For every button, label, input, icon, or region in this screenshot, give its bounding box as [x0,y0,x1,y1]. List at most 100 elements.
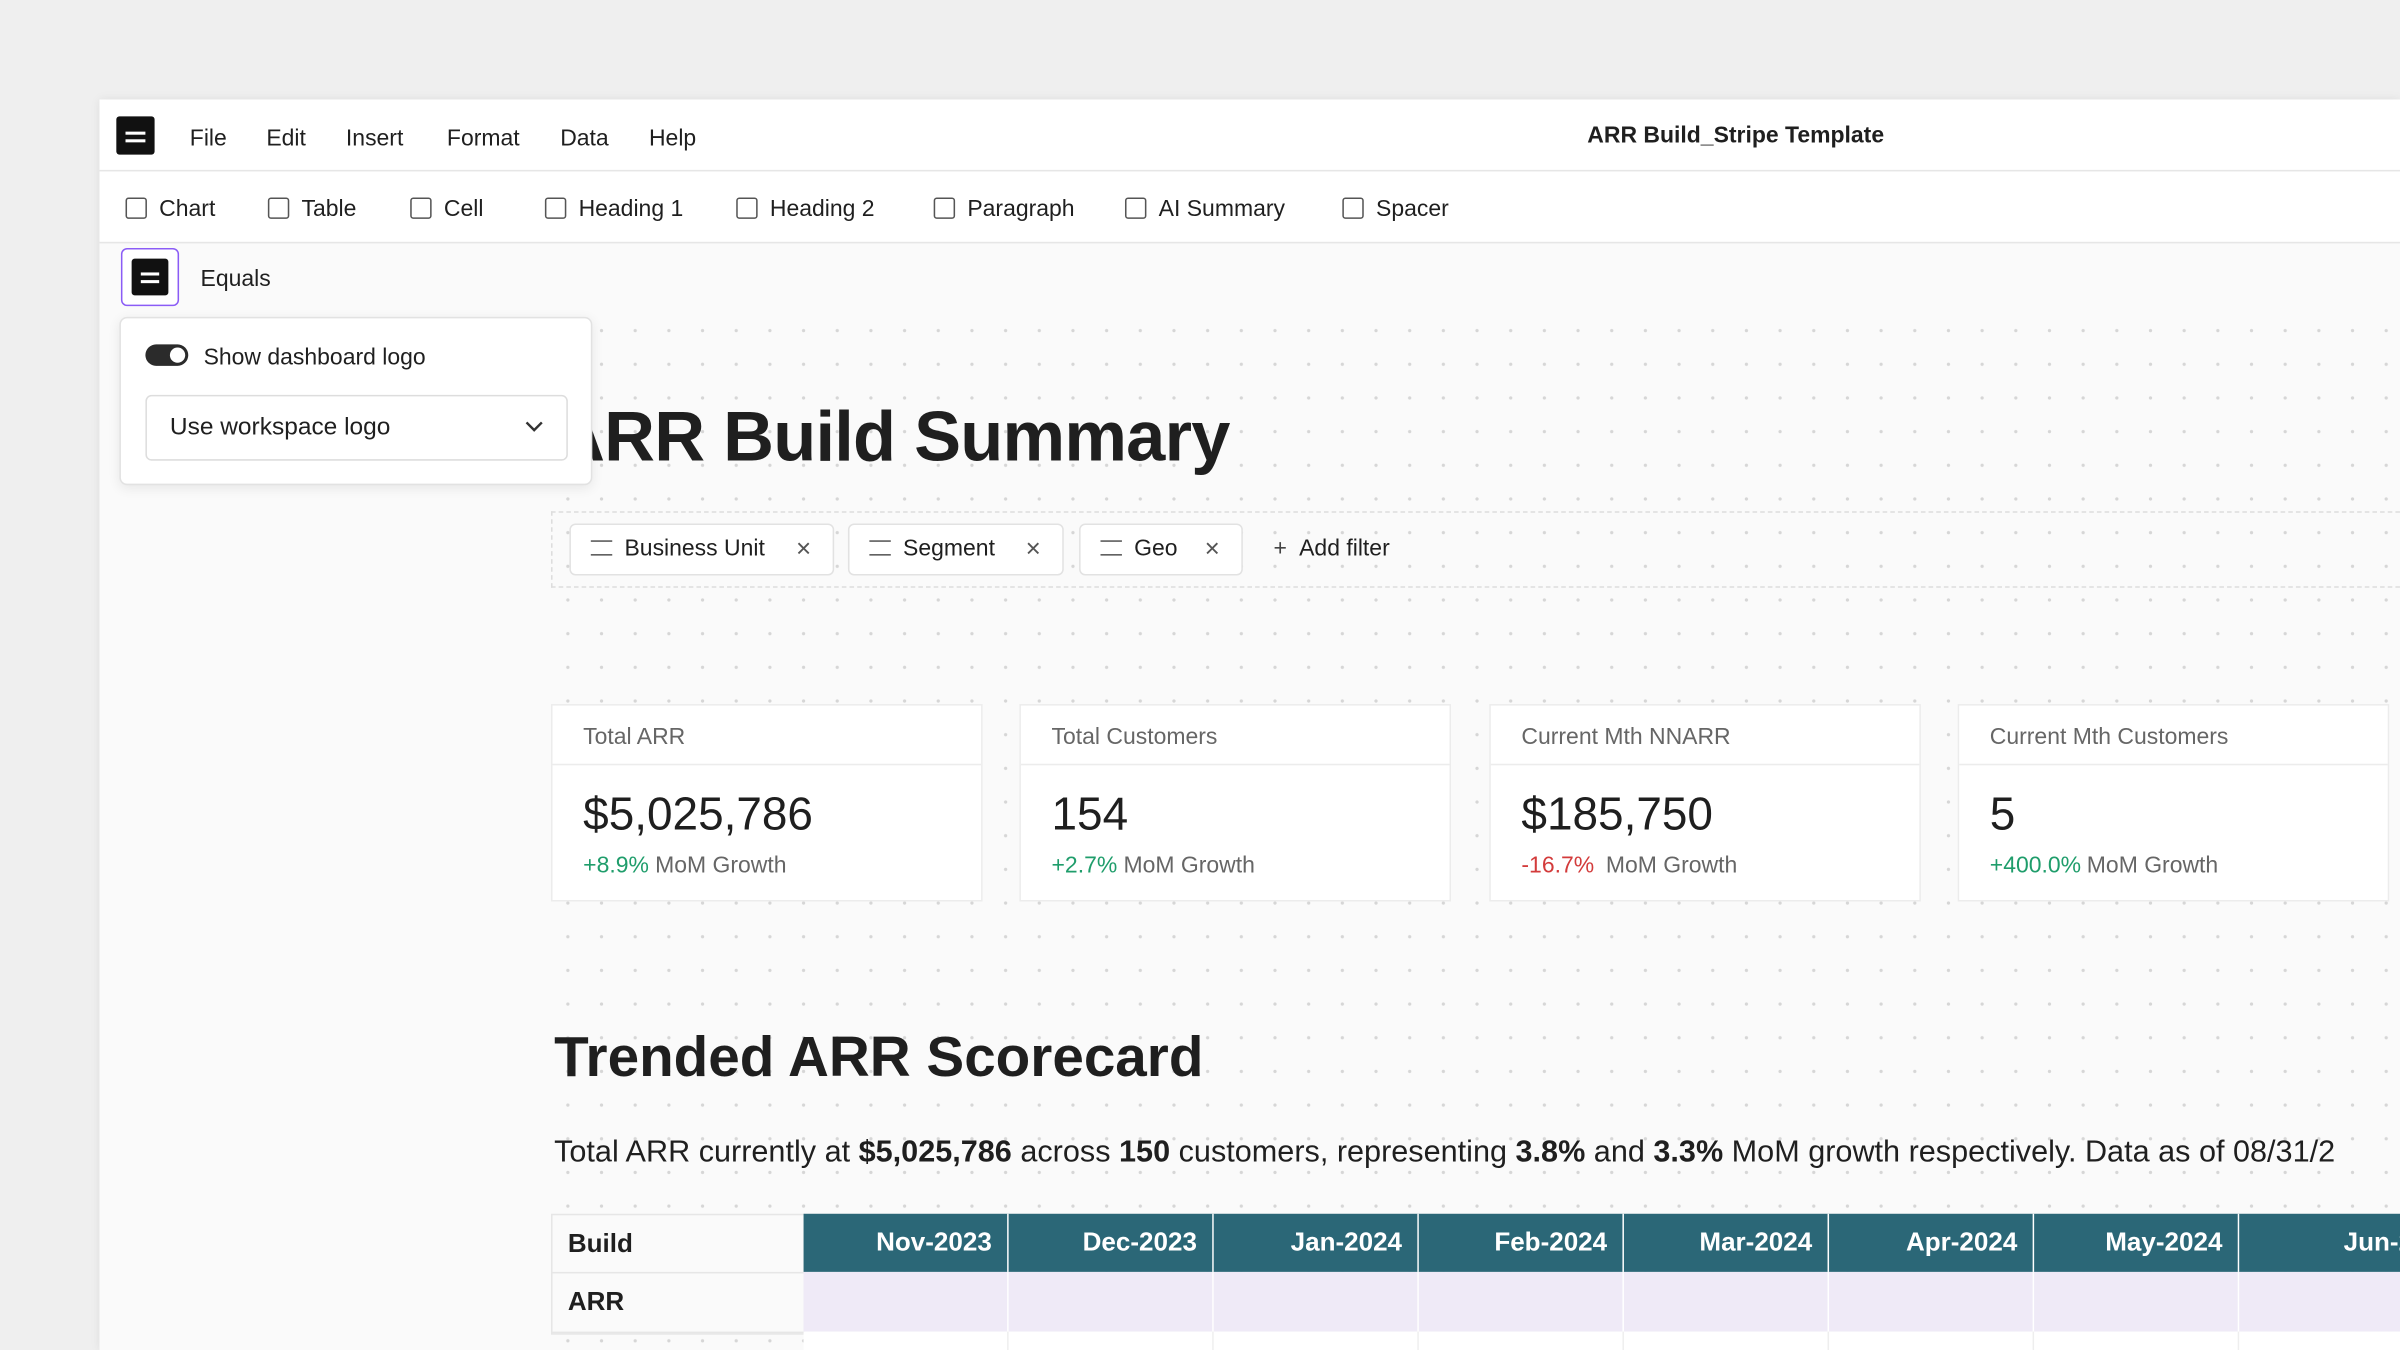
toolbar-item[interactable]: AI Summary [1158,195,1285,222]
table-cell [1213,1271,1419,1332]
table-cell [1829,1331,2035,1350]
kpi-header-divider [1490,763,1920,766]
table-column-header: Feb-2024 [1418,1213,1624,1272]
kpi-change: +8.9% [583,852,649,879]
kpi-header-divider [1020,763,1450,766]
summary-text: Total ARR currently at $5,025,786 across… [554,1136,2335,1171]
filter-icon [1100,540,1122,556]
kpi-card: Current Mth Customers 5 +400.0% MoM Growth [1957,704,2390,902]
kpi-change: -16.7% [1521,852,1595,879]
kpi-value: 154 [1051,789,1129,841]
kpi-change: +400.0% [1989,852,2082,879]
menu-item[interactable]: File [189,125,227,152]
kpi-card: Current Mth NNARR $185,750 -16.7% MoM Growt… [1489,704,1921,902]
filter-bar [551,511,2400,588]
menu-item[interactable]: Edit [266,125,306,152]
row-divider [551,1331,804,1334]
filter-label: Geo [1134,535,1178,562]
table-cell [2239,1331,2400,1350]
remove-filter[interactable]: × [796,534,812,564]
kpi-label: Current Mth NNARR [1521,723,1731,750]
toolbar-item[interactable]: Heading 1 [578,195,684,222]
menu-item[interactable]: Format [446,125,520,152]
filter-chip[interactable]: Geo × [1079,523,1243,576]
filter-label: Segment [903,535,995,562]
kpi-header-divider [1959,763,2388,766]
table-cell [803,1331,1009,1350]
filter-icon [869,540,891,556]
toolbar-icon [736,197,758,219]
table-column-header: Jun-20 [2239,1213,2400,1272]
toolbar-item[interactable]: Cell [443,195,484,222]
select-value: Use workspace logo [169,414,391,441]
column-label: Mar-2024 [1699,1227,1813,1257]
kpi-value: 5 [1989,789,2016,841]
kpi-header-divider [552,763,982,766]
toolbar-item[interactable]: Spacer [1376,195,1449,222]
summary-bold: 3.8% [1515,1135,1586,1170]
menu-item[interactable]: Help [648,125,697,152]
remove-filter[interactable]: × [1204,534,1220,564]
toolbar-item[interactable]: Paragraph [967,195,1075,222]
column-label: Jan-2024 [1290,1227,1403,1257]
app-logo[interactable] [116,116,155,155]
table-cell [803,1271,1009,1332]
table-cell [1008,1271,1214,1332]
kpi-card: Total ARR $5,025,786 +8.9% MoM Growth [551,704,983,902]
kpi-label: Total Customers [1051,723,1218,750]
section-title: Trended ARR Scorecard [554,1025,1204,1089]
kpi-value: $185,750 [1521,789,1713,841]
kpi-suffix: MoM Growth [2086,852,2219,879]
toolbar-item[interactable]: Heading 2 [769,195,875,222]
toolbar-item[interactable]: Chart [159,195,216,222]
kpi-card: Total Customers 154 +2.7% MoM Growth [1019,704,1452,902]
add-filter-label: Add filter [1299,535,1390,562]
toggle[interactable] [145,344,189,366]
toolbar-item[interactable]: Table [301,195,357,222]
row-label: ARR [567,1287,625,1317]
table-column-header: Apr-2024 [1829,1213,2035,1272]
table-cell [2239,1271,2400,1332]
toolbar-icon [1124,197,1147,219]
toggle-label: Show dashboard logo [203,344,426,371]
menu-item[interactable]: Data [560,125,609,152]
column-label: Nov-2023 [876,1227,992,1257]
kpi-change: +2.7% [1051,852,1118,879]
kpi-suffix: MoM Growth [1123,852,1255,879]
table-column-header: Jan-2024 [1213,1213,1419,1272]
menu-item[interactable]: Insert [345,125,404,152]
row-divider [551,1271,804,1274]
kpi-suffix: MoM Growth [1605,852,1738,879]
table-cell [1623,1271,1830,1332]
kpi-label: Total ARR [583,723,686,750]
logo-button[interactable] [120,247,180,307]
summary-segment: customers, representing [1170,1135,1516,1170]
summary-segment: and [1585,1135,1654,1170]
workspace-name: Equals [200,266,271,293]
filter-chip[interactable]: Business Unit × [569,523,835,576]
table-column-header: Nov-2023 [803,1213,1009,1272]
kpi-value: $5,025,786 [583,789,813,841]
toolbar-icon [125,197,147,219]
filter-icon [590,540,613,556]
document-title: ARR Build_Stripe Template [1587,122,1885,149]
column-label: Dec-2023 [1082,1227,1197,1257]
logo-select[interactable]: Use workspace logo [145,394,568,461]
remove-filter[interactable]: × [1025,534,1041,564]
summary-segment: Total ARR currently at [554,1135,859,1170]
summary-bold: $5,025,786 [858,1135,1012,1170]
column-label: Feb-2024 [1494,1227,1608,1257]
table-cell [1418,1331,1624,1350]
table-cell [1418,1271,1624,1332]
filter-chip[interactable]: Segment × [847,523,1064,576]
summary-segment: across [1011,1135,1120,1170]
dashboard-title: ARR Build Summary [554,396,1230,477]
table-cell [2034,1331,2240,1350]
table-column-header: May-2024 [2034,1213,2240,1272]
add-filter[interactable]: + Add filter [1273,536,1389,562]
table-column-header: Dec-2023 [1008,1213,1214,1272]
toolbar-icon [267,197,290,219]
summary-bold: 150 [1119,1135,1171,1170]
